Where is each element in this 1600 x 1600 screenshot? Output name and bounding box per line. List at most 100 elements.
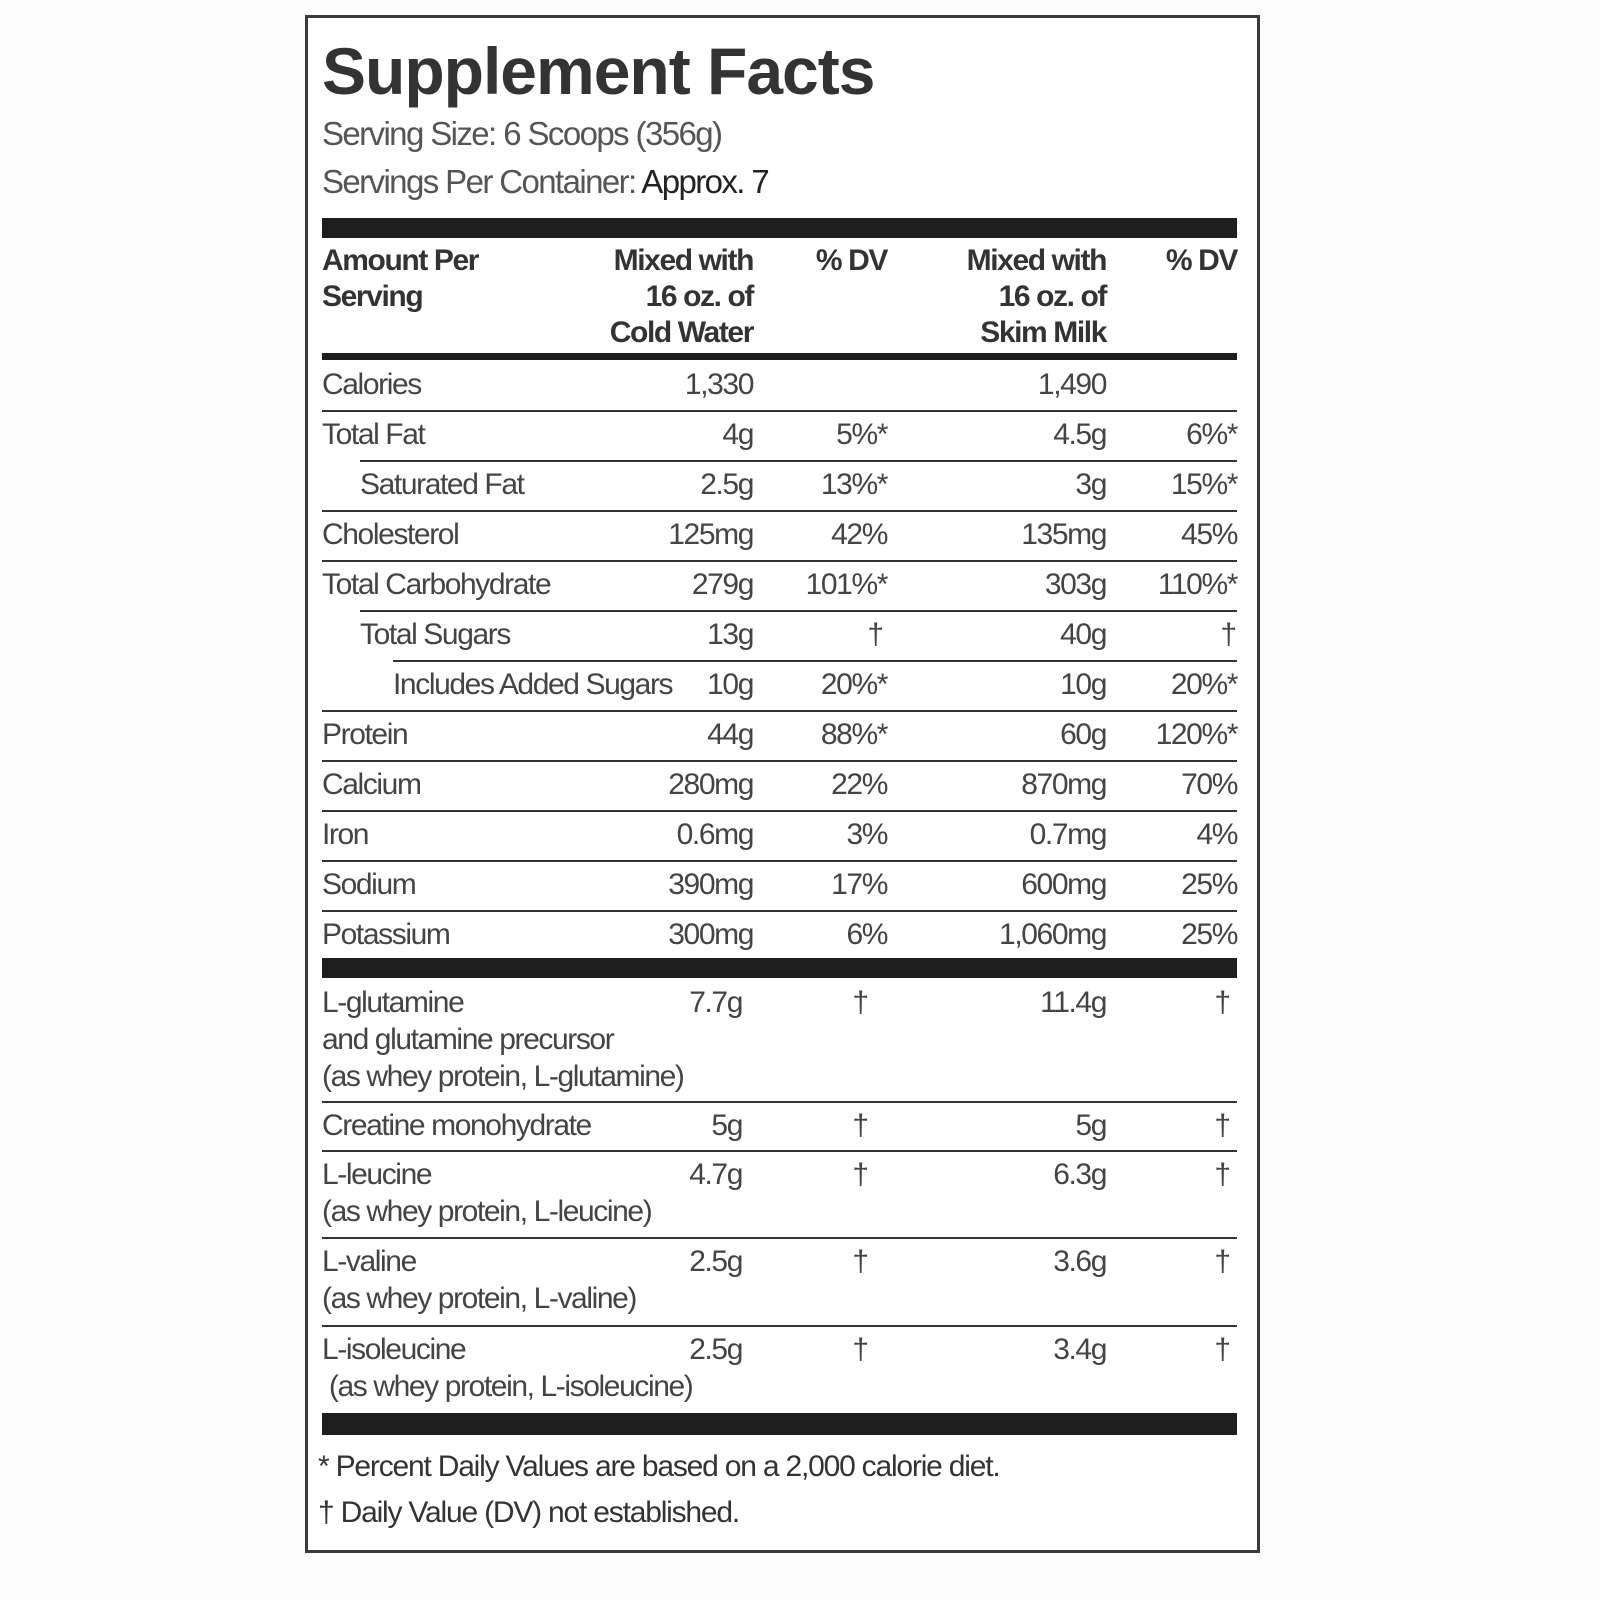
row-divider (322, 710, 1237, 712)
nutrient-name: Total Carbohydrate (322, 568, 552, 601)
amount-cold-water: 7.7g (689, 986, 743, 1019)
amount-skim-milk: 1,060mg (999, 918, 1107, 951)
nutrient-name: Calories (322, 368, 422, 401)
header-skim-milk: Mixed with 16 oz. of Skim Milk (966, 244, 1108, 349)
supplement-facts-panel (305, 15, 1260, 1553)
servings-per-container-label: Servings Per Container: (322, 163, 637, 200)
header-dv-water: % DV (815, 244, 888, 277)
amount-cold-water: 4g (722, 418, 754, 451)
amount-skim-milk: 0.7mg (1029, 818, 1108, 851)
footnote-dv-not-established: † Daily Value (DV) not established. (318, 1496, 740, 1529)
dv-skim-milk: 6%* (1186, 418, 1238, 451)
dv-cold-water: 42% (831, 518, 888, 551)
amount-skim-milk: 3.6g (1053, 1245, 1107, 1278)
amount-cold-water: 2.5g (700, 468, 754, 501)
dv-cold-water: 5%* (836, 418, 888, 451)
supplement-name-line: (as whey protein, L-leucine) (322, 1195, 653, 1228)
supplement-row: L-glutamine and glutamine precursor (as wh… (322, 978, 1237, 1101)
row-divider (322, 760, 1237, 762)
row-divider (322, 860, 1237, 862)
dv-skim-milk: † (1214, 1245, 1231, 1278)
amount-skim-milk: 600mg (1021, 868, 1107, 901)
amount-skim-milk: 11.4g (1040, 986, 1107, 1019)
nutrient-row: Sodium 390mg 17% 600mg 25% (322, 860, 1238, 910)
dv-skim-milk: † (1220, 618, 1237, 651)
panel-title: Supplement Facts (322, 34, 875, 108)
supplement-name-line: (as whey protein, L-valine) (322, 1282, 637, 1315)
dv-cold-water: † (852, 1245, 869, 1278)
dv-skim-milk: 110%* (1157, 568, 1239, 601)
amount-skim-milk: 5g (1075, 1109, 1107, 1142)
dv-cold-water: 20%* (820, 668, 889, 701)
servings-per-container: Servings Per Container: Approx. 7 (322, 163, 770, 201)
nutrient-row: Cholesterol 125mg 42% 135mg 45% (322, 510, 1238, 560)
supplement-row: L-leucine (as whey protein, L-leucine) 4.7… (322, 1150, 1237, 1237)
dv-skim-milk: † (1214, 1109, 1231, 1142)
medium-divider (322, 353, 1237, 360)
supplement-name-line: (as whey protein, L-glutamine) (322, 1060, 685, 1093)
dv-skim-milk: † (1214, 1158, 1231, 1191)
nutrient-name: Protein (322, 718, 409, 751)
dv-skim-milk: 4% (1196, 818, 1238, 851)
amount-skim-milk: 4.5g (1053, 418, 1107, 451)
footnote-percent-dv: * Percent Daily Values are based on a 2,… (318, 1450, 1001, 1483)
nutrient-row: Iron 0.6mg 3% 0.7mg 4% (322, 810, 1238, 860)
dv-skim-milk: 20%* (1170, 668, 1239, 701)
row-divider (393, 660, 1237, 662)
header-amount-per-serving: Amount Per Serving (322, 244, 479, 313)
amount-cold-water: 5g (711, 1109, 743, 1142)
nutrient-row: Calcium 280mg 22% 870mg 70% (322, 760, 1238, 810)
amount-cold-water: 0.6mg (676, 818, 755, 851)
row-divider (322, 410, 1237, 412)
amount-skim-milk: 303g (1044, 568, 1108, 601)
nutrient-name: Cholesterol (322, 518, 460, 551)
dv-skim-milk: 120%* (1155, 718, 1239, 751)
dv-skim-milk: † (1214, 1333, 1231, 1366)
dv-skim-milk: † (1214, 986, 1231, 1019)
amount-skim-milk: 6.3g (1053, 1158, 1107, 1191)
dv-cold-water: 3% (846, 818, 888, 851)
row-divider (322, 810, 1237, 812)
row-divider (360, 610, 1237, 612)
row-divider (360, 460, 1237, 462)
amount-cold-water: 279g (691, 568, 755, 601)
amount-skim-milk: 3.4g (1053, 1333, 1107, 1366)
supplement-name-line: L-leucine (322, 1158, 433, 1191)
dv-cold-water: † (852, 986, 869, 1019)
nutrient-row: Total Carbohydrate 279g 101%* 303g 110%* (322, 560, 1239, 610)
nutrient-name: Iron (322, 818, 370, 851)
header-cold-water: Mixed with 16 oz. of Cold Water (609, 244, 755, 349)
dv-cold-water: 101%* (805, 568, 889, 601)
supplement-name-line: L-valine (322, 1245, 417, 1278)
thick-divider (322, 958, 1237, 978)
amount-skim-milk: 60g (1060, 718, 1107, 751)
supplement-name-line: L-isoleucine (322, 1333, 467, 1366)
servings-per-container-value: Approx. 7 (641, 163, 769, 200)
dv-cold-water: † (867, 618, 884, 651)
dv-cold-water: 22% (831, 768, 888, 801)
amount-cold-water: 2.5g (689, 1333, 743, 1366)
row-divider (322, 1325, 1237, 1327)
dv-cold-water: 13%* (820, 468, 889, 501)
row-divider (322, 510, 1237, 512)
amount-cold-water: 280mg (668, 768, 754, 801)
nutrient-name: Includes Added Sugars (393, 668, 674, 701)
dv-skim-milk: 15%* (1170, 468, 1239, 501)
nutrient-name: Total Fat (322, 418, 426, 451)
nutrient-row: Protein 44g 88%* 60g 120%* (322, 710, 1239, 760)
nutrient-name: Sodium (322, 868, 417, 901)
amount-cold-water: 44g (707, 718, 754, 751)
nutrient-name: Potassium (322, 918, 451, 951)
nutrient-row: Calories 1,330 1,490 (322, 360, 1237, 410)
amount-cold-water: 125mg (668, 518, 754, 551)
supplement-row: L-valine (as whey protein, L-valine) 2.5g †… (322, 1237, 1237, 1325)
nutrient-row: Total Sugars 13g † 40g † (322, 610, 1237, 660)
amount-skim-milk: 870mg (1021, 768, 1107, 801)
amount-skim-milk: 10g (1060, 668, 1107, 701)
supplement-name-line: Creatine monohydrate (322, 1109, 592, 1142)
dv-skim-milk: 25% (1181, 868, 1238, 901)
dv-skim-milk: 45% (1181, 518, 1238, 551)
dv-skim-milk: 25% (1181, 918, 1238, 951)
thick-divider (322, 1413, 1237, 1435)
row-divider (322, 1237, 1237, 1239)
